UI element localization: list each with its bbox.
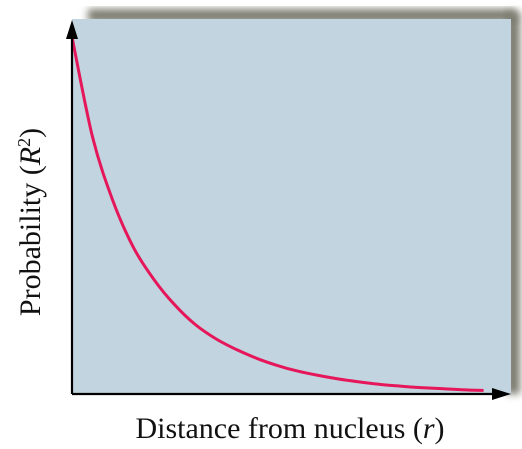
y-axis-title-variable: R [14,147,47,166]
plot-shadow-top [88,9,516,22]
x-axis-title-variable: r [423,412,435,445]
x-axis-title-prefix: Distance from nucleus ( [135,412,422,445]
x-axis-title-suffix: ) [435,412,445,445]
probability-curve [70,35,484,392]
y-axis-title-suffix: ) [14,128,47,138]
x-axis-arrowhead [492,388,511,400]
y-axis-arrowhead [66,20,78,39]
plot-area-background [72,19,511,394]
y-axis-title-superscript: 2 [14,138,34,147]
y-axis-title: Probability (R2) [14,128,47,316]
x-axis-title: Distance from nucleus (r) [135,412,444,445]
axes [66,20,511,400]
y-axis-title-prefix: Probability ( [14,165,47,316]
